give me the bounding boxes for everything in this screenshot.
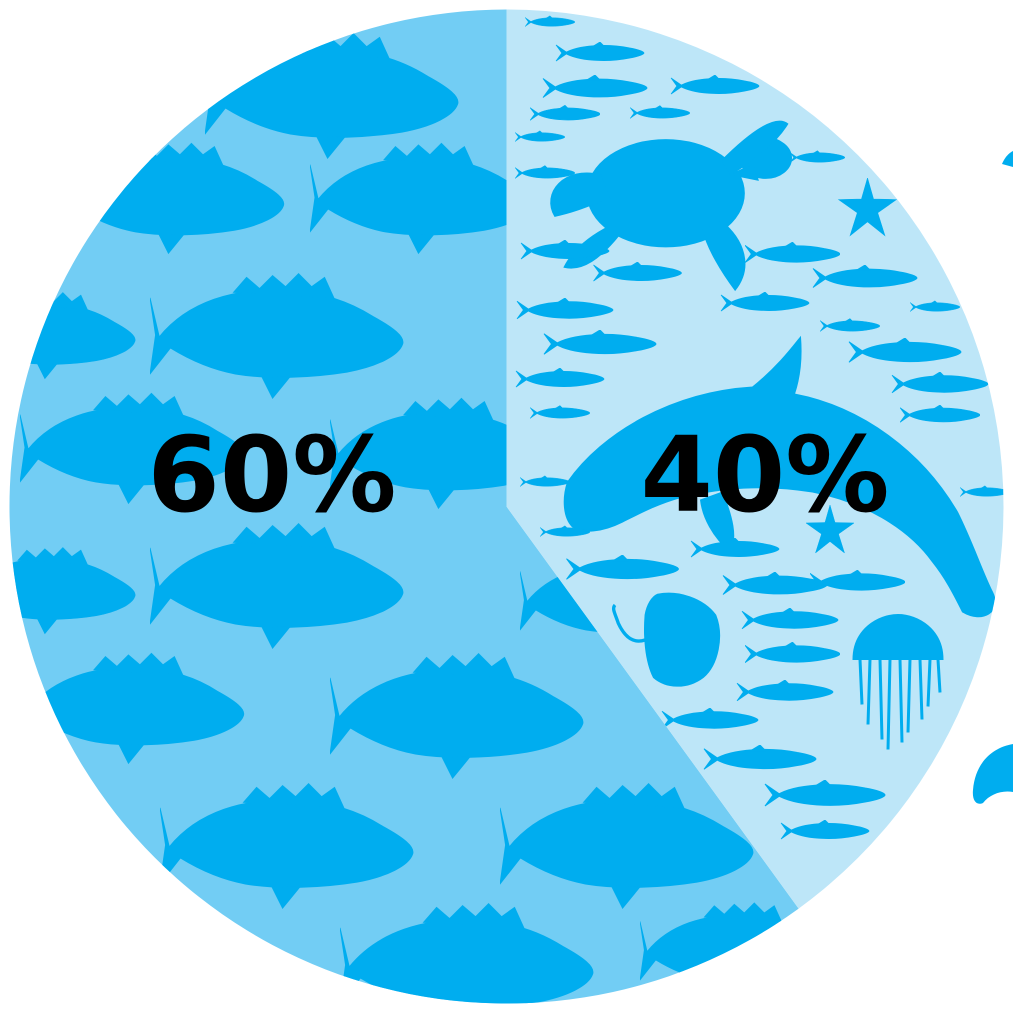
slice-label-40: 40%	[641, 414, 890, 536]
edge-silhouettes	[972, 151, 1013, 804]
pie-slice-60	[9, 9, 799, 1004]
slice-label-60: 60%	[148, 414, 397, 536]
